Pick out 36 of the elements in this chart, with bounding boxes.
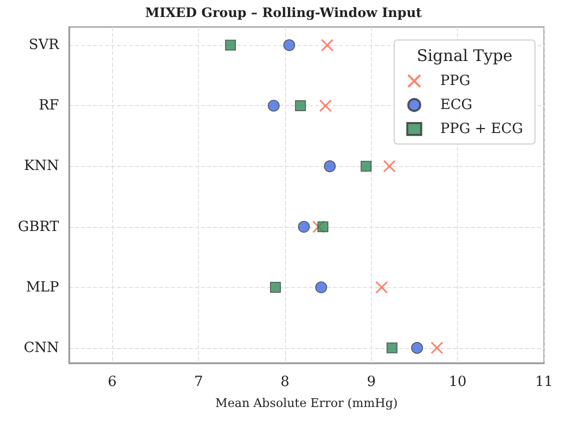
- y-tick-label: GBRT: [18, 218, 60, 235]
- point: [360, 160, 372, 172]
- x-axis-title: Mean Absolute Error (mmHg): [215, 396, 398, 410]
- x-tick-label: 11: [535, 374, 553, 390]
- x-tick-label: 9: [366, 374, 376, 390]
- y-tick-label: SVR: [28, 37, 60, 54]
- point: [383, 160, 396, 173]
- chart-title: MIXED Group – Rolling-Window Input: [145, 6, 422, 21]
- point: [320, 38, 334, 52]
- point: [268, 100, 280, 112]
- x-tick-label: 7: [194, 374, 204, 390]
- point: [375, 281, 388, 294]
- y-tick-label: KNN: [24, 158, 59, 174]
- legend-label: PPG + ECG: [440, 121, 524, 137]
- point: [283, 39, 296, 52]
- y-tick-label: CNN: [24, 340, 59, 356]
- point: [430, 342, 444, 354]
- x-tick-label: 8: [280, 374, 290, 390]
- point: [295, 100, 306, 112]
- point: [411, 342, 423, 354]
- x-tick-label: 10: [448, 374, 467, 390]
- point: [315, 281, 328, 294]
- point: [319, 99, 332, 112]
- point: [225, 40, 236, 51]
- x-tick-label: 6: [108, 374, 117, 390]
- legend-title: Signal Type: [416, 46, 513, 65]
- point: [312, 220, 325, 234]
- point: [324, 160, 336, 172]
- point: [298, 220, 310, 233]
- y-tick-label: RF: [38, 98, 60, 114]
- point: [270, 282, 281, 293]
- y-tick-label: MLP: [26, 279, 59, 296]
- point: [318, 221, 328, 232]
- point: [386, 342, 398, 354]
- legend-label: ECG: [440, 97, 472, 113]
- legend-label: PPG: [440, 73, 470, 89]
